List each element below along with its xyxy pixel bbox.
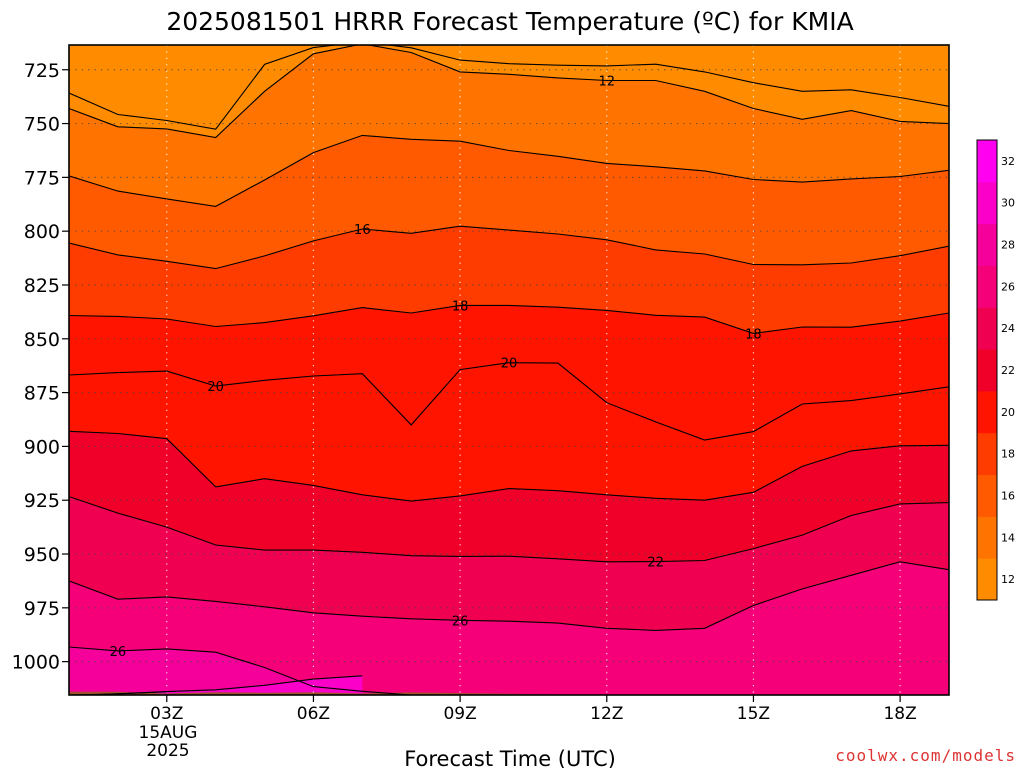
- contour-label-2: 18: [452, 299, 469, 314]
- contour-label-4: 20: [207, 380, 224, 395]
- colorbar-swatch-22: [977, 349, 997, 392]
- y-tick-label-725: 725: [24, 60, 60, 82]
- y-tick-label-1000: 1000: [12, 652, 60, 674]
- colorbar-swatch-20: [977, 390, 997, 434]
- contour-label-7: 26: [110, 645, 127, 660]
- y-tick-label-750: 750: [24, 114, 60, 136]
- x-sublabel-year: 2025: [146, 741, 189, 761]
- colorbar-label-32: 32: [1001, 155, 1015, 168]
- y-tick-label-825: 825: [24, 275, 60, 297]
- x-tick-label-09Z: 09Z: [443, 704, 476, 724]
- y-tick-label-875: 875: [24, 383, 60, 405]
- y-tick-label-850: 850: [24, 329, 60, 351]
- contour-16: [69, 225, 949, 270]
- contour-label-0: 12: [599, 75, 616, 90]
- y-axis: 725 750 775 800 825 850 875 900 925 950 975 1000: [12, 60, 69, 674]
- temperature-band-26: [69, 647, 412, 695]
- contour-11: [69, 45, 949, 130]
- contour-24: [69, 561, 949, 631]
- contour-26: [69, 646, 412, 695]
- colorbar: 12 14 16 18 20 22 24 26 28 30 32: [976, 139, 1015, 601]
- contour-18: [69, 304, 949, 334]
- colorbar-label-18: 18: [1001, 448, 1015, 461]
- colorbar-swatch-28: [977, 223, 997, 266]
- temperature-fill-layers: [69, 45, 949, 695]
- x-tick-label-15Z: 15Z: [737, 704, 770, 724]
- credit-text: coolwx.com/models: [835, 746, 1016, 765]
- x-axis-title: Forecast Time (UTC): [404, 747, 616, 768]
- y-tick-label-950: 950: [24, 544, 60, 566]
- chart-title: 2025081501 HRRR Forecast Temperature (ºC…: [166, 7, 853, 36]
- x-tick-label-03Z: 03Z: [150, 704, 183, 724]
- colorbar-frame: [976, 139, 998, 601]
- y-tick-label-975: 975: [24, 598, 60, 620]
- colorbar-swatch-12: [977, 558, 997, 601]
- colorbar-swatch-16: [977, 474, 997, 517]
- contour-label-3: 18: [745, 327, 762, 342]
- y-tick-label-900: 900: [24, 436, 60, 458]
- colorbar-swatch-30: [977, 181, 997, 225]
- contour-14: [69, 134, 949, 207]
- colorbar-label-22: 22: [1001, 364, 1015, 377]
- contour-20: [69, 362, 949, 441]
- x-tick-label-18Z: 18Z: [883, 704, 916, 724]
- contour-28: [80, 691, 167, 695]
- colorbar-label-16: 16: [1001, 489, 1015, 502]
- x-axis: 03Z 06Z 09Z 12Z 15Z 18Z: [150, 695, 917, 724]
- colorbar-swatch-26: [977, 265, 997, 308]
- contour-21: [69, 430, 949, 502]
- x-tick-label-06Z: 06Z: [297, 704, 330, 724]
- colorbar-label-30: 30: [1001, 197, 1015, 210]
- colorbar-label-20: 20: [1001, 406, 1015, 419]
- x-sublabel-day: 15AUG: [139, 723, 198, 743]
- contour-label-8: 26: [452, 614, 469, 629]
- plot-frame: [68, 44, 950, 696]
- plot-area: 12 16 18 18 20 20 22 26 26: [68, 44, 950, 696]
- colorbar-swatch-18: [977, 432, 997, 476]
- colorbar-swatch-14: [977, 516, 997, 559]
- y-tick-label-925: 925: [24, 490, 60, 512]
- contour-label-1: 16: [354, 223, 371, 238]
- y-tick-label-800: 800: [24, 221, 60, 243]
- contour-22: [69, 496, 949, 563]
- contour-label-6: 22: [647, 556, 664, 571]
- colorbar-label-26: 26: [1001, 280, 1015, 293]
- colorbar-swatch-32: [977, 140, 997, 183]
- colorbar-label-12: 12: [1001, 573, 1015, 586]
- y-tick-label-775: 775: [24, 167, 60, 189]
- colorbar-swatch-24: [977, 307, 997, 350]
- colorbar-label-14: 14: [1001, 531, 1015, 544]
- colorbar-label-24: 24: [1001, 322, 1015, 335]
- contour-label-5: 20: [501, 357, 518, 372]
- x-tick-label-12Z: 12Z: [590, 704, 623, 724]
- contour-12: [69, 45, 949, 139]
- temperature-band-27: [69, 675, 363, 695]
- contour-lines: [69, 45, 949, 695]
- colorbar-label-28: 28: [1001, 239, 1015, 252]
